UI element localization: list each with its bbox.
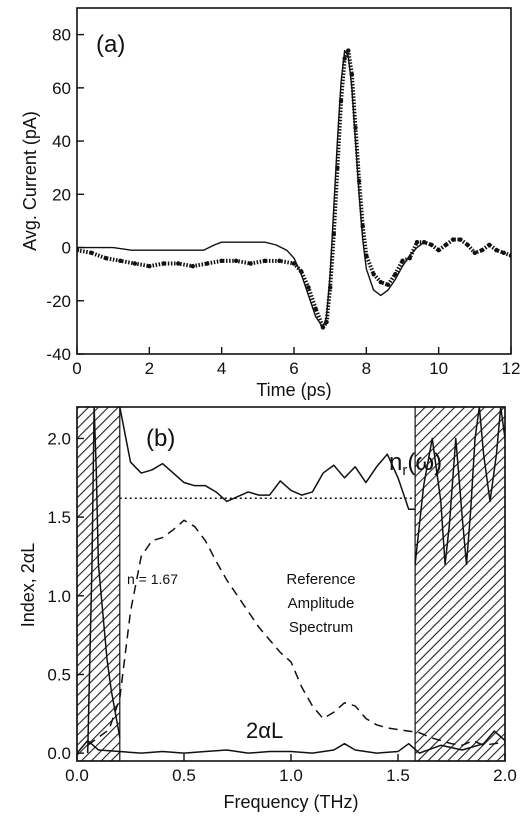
panel-a-data-point: [487, 242, 492, 248]
panel-a-data-point: [219, 258, 224, 264]
panel-a-data-point: [450, 237, 456, 242]
panel-a-data-point: [248, 261, 253, 266]
panel-b-series-solid-4: [77, 730, 505, 754]
panel-a-data-point: [494, 248, 499, 253]
panel-a-ticks: [76, 33, 512, 355]
reference-spectrum-label-line-3: Spectrum: [289, 619, 353, 636]
panel-a-data-point: [400, 258, 405, 264]
panel-a-frame: [76, 7, 512, 355]
panel-b-label: (b): [146, 425, 175, 452]
panel-a-series-measured-dotted: [77, 48, 511, 330]
panel-a-data-point: [371, 271, 376, 277]
two-alpha-l-label: 2αL: [246, 718, 283, 743]
panel-b-series-solid-0: [119, 407, 416, 511]
panel-a-series-solid: [77, 49, 425, 329]
panel-a-data-point: [176, 261, 181, 266]
panel-a-data-point: [89, 250, 94, 256]
reference-spectrum-label-line-2: Amplitude: [288, 595, 355, 612]
panel-a-data-point: [291, 261, 297, 266]
panel-b-y-tick-label: 0.5: [47, 665, 71, 684]
panel-a-x-tick-label: 6: [289, 359, 298, 378]
panel-a-data-point: [429, 242, 434, 248]
panel-a-data-point: [385, 282, 391, 287]
panel-a-y-tick-label: -20: [46, 292, 71, 311]
panel-a-label: (a): [96, 31, 125, 58]
chart-panel-b: 0.0 0.5 1.0 1.5 2.0 0.0 0.5 1.0 1.5 2.0 (b) nr(ω…: [18, 406, 517, 812]
panel-a-data-point: [313, 306, 318, 311]
panel-b-series-reference-spectrum: [87, 519, 505, 747]
reference-line-label: n = 1.67: [127, 571, 178, 587]
panel-b-y-tick-label: 0.0: [47, 744, 71, 763]
panel-a-data-point: [479, 248, 485, 253]
panel-b-hatched-region: [76, 406, 121, 762]
panel-b-hatched-regions: [76, 406, 506, 762]
panel-a-data-point: [501, 250, 506, 256]
panel-a-data-point: [458, 237, 463, 242]
panel-a-data-point: [378, 279, 383, 285]
panel-b-y-tick-label: 2.0: [47, 429, 71, 448]
panel-a-y-tick-label: 40: [52, 132, 71, 151]
panel-b-series-solid-2: [86, 407, 121, 754]
panel-a-x-tick-labels: 0 2 4 6 8 10 12: [72, 359, 520, 378]
panel-b-x-tick-labels: 0.0 0.5 1.0 1.5 2.0: [65, 766, 517, 785]
panel-a-data-point: [306, 285, 311, 290]
panel-a-data-point: [436, 248, 441, 253]
panel-a-data-point: [233, 258, 239, 264]
panel-a-x-tick-label: 4: [217, 359, 226, 378]
panel-a-data-point: [393, 271, 398, 277]
panel-a-data-point: [277, 258, 282, 264]
panel-a-x-tick-label: 10: [429, 359, 448, 378]
panel-a-y-axis-title: Avg. Current (pA): [20, 111, 40, 251]
panel-b-y-axis-title: Index, 2αL: [18, 543, 38, 627]
reference-spectrum-label-line-1: Reference: [286, 571, 355, 588]
panel-b-x-tick-label: 0.0: [65, 766, 89, 785]
panel-a-x-tick-label: 2: [145, 359, 154, 378]
panel-b-x-tick-label: 1.0: [279, 766, 303, 785]
panel-a-y-tick-label: 20: [52, 185, 71, 204]
panel-a-y-tick-label: -40: [46, 345, 71, 364]
panel-b-x-tick-label: 2.0: [493, 766, 517, 785]
panel-a-data-point: [262, 258, 268, 264]
panel-a-data-point: [346, 48, 351, 53]
panel-a-data-point: [103, 255, 109, 261]
panel-a-data-point: [443, 242, 449, 248]
panel-a-data-point: [118, 258, 123, 264]
panel-a-data-point: [414, 240, 420, 245]
panel-a-x-tick-label: 12: [502, 359, 521, 378]
panel-b-hatched-region: [414, 406, 506, 762]
panel-a-series: [77, 48, 511, 330]
n-r-omega-label: nr(ω): [389, 449, 442, 479]
panel-a-y-tick-label: 60: [52, 79, 71, 98]
panel-a-y-tick-label: 0: [62, 239, 71, 258]
panel-a-data-point: [472, 250, 478, 256]
panel-b-frame: [76, 406, 506, 762]
panel-a-data-point: [132, 261, 138, 266]
panel-a-x-axis-title: Time (ps): [256, 380, 331, 400]
panel-b-series: [77, 407, 505, 754]
panel-b-x-tick-label: 0.5: [172, 766, 196, 785]
panel-a-y-tick-labels: -40 -20 0 20 40 60 80: [46, 26, 71, 364]
panel-b-x-axis-title: Frequency (THz): [223, 792, 358, 812]
panel-a-data-point: [205, 261, 210, 266]
panel-b-y-tick-labels: 0.0 0.5 1.0 1.5 2.0: [47, 429, 71, 763]
panel-b-y-tick-label: 1.0: [47, 587, 71, 606]
panel-a-data-point: [190, 263, 195, 269]
panel-a-data-point: [161, 261, 166, 266]
panel-a-x-tick-label: 8: [362, 359, 371, 378]
panel-a-data-point: [147, 263, 152, 269]
panel-b-x-tick-label: 1.5: [386, 766, 410, 785]
panel-a-data-point: [465, 242, 470, 248]
panel-a-x-tick-label: 0: [72, 359, 81, 378]
panel-a-y-tick-label: 80: [52, 26, 71, 45]
panel-b-y-tick-label: 1.5: [47, 508, 71, 527]
panel-b-series-solid-1: [414, 407, 505, 566]
